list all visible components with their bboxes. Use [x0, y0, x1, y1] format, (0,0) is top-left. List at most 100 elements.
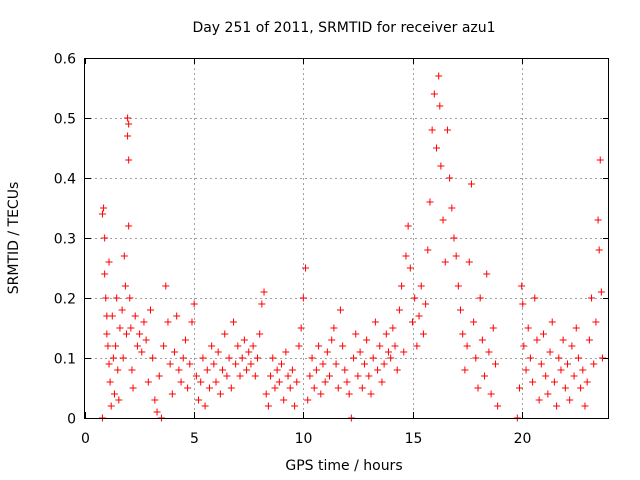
- data-points: [98, 72, 606, 422]
- x-tick-label: 0: [81, 431, 90, 447]
- data-point: [216, 390, 224, 398]
- data-point: [550, 378, 558, 386]
- data-point: [354, 372, 362, 380]
- data-point: [210, 360, 218, 368]
- data-point: [101, 234, 109, 242]
- data-point: [136, 330, 144, 338]
- data-point: [205, 384, 213, 392]
- chart-title: Day 251 of 2011, SRMTID for receiver azu…: [192, 20, 495, 36]
- data-point: [271, 384, 279, 392]
- data-point: [542, 372, 550, 380]
- data-point: [533, 336, 541, 344]
- data-point: [553, 402, 561, 410]
- data-point: [267, 372, 275, 380]
- data-point: [173, 312, 181, 320]
- data-point: [409, 318, 416, 326]
- data-point: [110, 390, 118, 398]
- data-point: [352, 330, 360, 338]
- data-point: [288, 366, 296, 374]
- data-point: [465, 258, 473, 266]
- data-point: [127, 324, 135, 332]
- data-point: [240, 336, 248, 344]
- data-point: [494, 402, 502, 410]
- data-point: [491, 360, 499, 368]
- data-point: [138, 348, 146, 356]
- data-point: [119, 354, 127, 362]
- data-point: [153, 408, 161, 416]
- y-tick-label: 0.1: [54, 352, 76, 368]
- data-point: [249, 342, 257, 350]
- data-point: [106, 378, 114, 386]
- data-point: [297, 324, 305, 332]
- data-point: [317, 390, 325, 398]
- data-point: [437, 162, 445, 170]
- data-point: [544, 390, 552, 398]
- data-point: [459, 330, 467, 338]
- data-point: [417, 282, 425, 290]
- data-point: [195, 396, 203, 404]
- y-tick-label: 0.4: [54, 172, 76, 188]
- data-point: [522, 366, 530, 374]
- data-point: [179, 354, 187, 362]
- data-point: [585, 336, 593, 344]
- data-point: [225, 354, 233, 362]
- data-point: [103, 330, 111, 338]
- data-point: [124, 114, 132, 122]
- data-point: [358, 384, 366, 392]
- data-point: [234, 342, 242, 350]
- data-point: [186, 360, 194, 368]
- data-point: [295, 342, 303, 350]
- y-tick-label: 0.3: [54, 232, 76, 248]
- data-point: [321, 378, 329, 386]
- data-point: [219, 366, 227, 374]
- data-point: [293, 378, 301, 386]
- data-point: [363, 336, 371, 344]
- data-point: [118, 306, 126, 314]
- y-axis-label: SRMTID / TECUs: [6, 182, 22, 295]
- y-tick-label: 0.6: [54, 52, 76, 68]
- data-point: [116, 324, 124, 332]
- data-point: [384, 348, 392, 356]
- data-point: [113, 294, 121, 302]
- data-point: [339, 342, 347, 350]
- data-point: [345, 390, 353, 398]
- data-point: [149, 354, 157, 362]
- data-point: [596, 156, 604, 164]
- data-point: [105, 360, 113, 368]
- data-point: [531, 294, 539, 302]
- data-point: [395, 306, 403, 314]
- data-point: [284, 372, 292, 380]
- data-point: [343, 378, 351, 386]
- data-point: [461, 366, 469, 374]
- data-point: [326, 372, 334, 380]
- data-point: [122, 330, 130, 338]
- data-point: [376, 342, 384, 350]
- data-point: [177, 378, 185, 386]
- data-point: [243, 366, 251, 374]
- data-point: [382, 330, 390, 338]
- data-point: [463, 342, 471, 350]
- data-point: [572, 324, 580, 332]
- data-point: [402, 252, 410, 260]
- data-point: [476, 294, 484, 302]
- data-point: [190, 300, 198, 308]
- data-point: [108, 312, 116, 320]
- data-point: [336, 306, 344, 314]
- data-point: [515, 384, 523, 392]
- data-point: [328, 336, 336, 344]
- data-point: [419, 330, 427, 338]
- data-point: [332, 360, 340, 368]
- data-point: [387, 354, 395, 362]
- data-point: [570, 372, 578, 380]
- data-point: [404, 222, 412, 230]
- data-point: [454, 282, 462, 290]
- data-point: [561, 384, 569, 392]
- data-point: [192, 372, 200, 380]
- x-tick-label: 10: [295, 431, 313, 447]
- data-point: [280, 396, 288, 404]
- data-point: [537, 360, 545, 368]
- data-point: [232, 360, 240, 368]
- data-point: [203, 366, 211, 374]
- data-point: [236, 372, 244, 380]
- data-point: [247, 360, 255, 368]
